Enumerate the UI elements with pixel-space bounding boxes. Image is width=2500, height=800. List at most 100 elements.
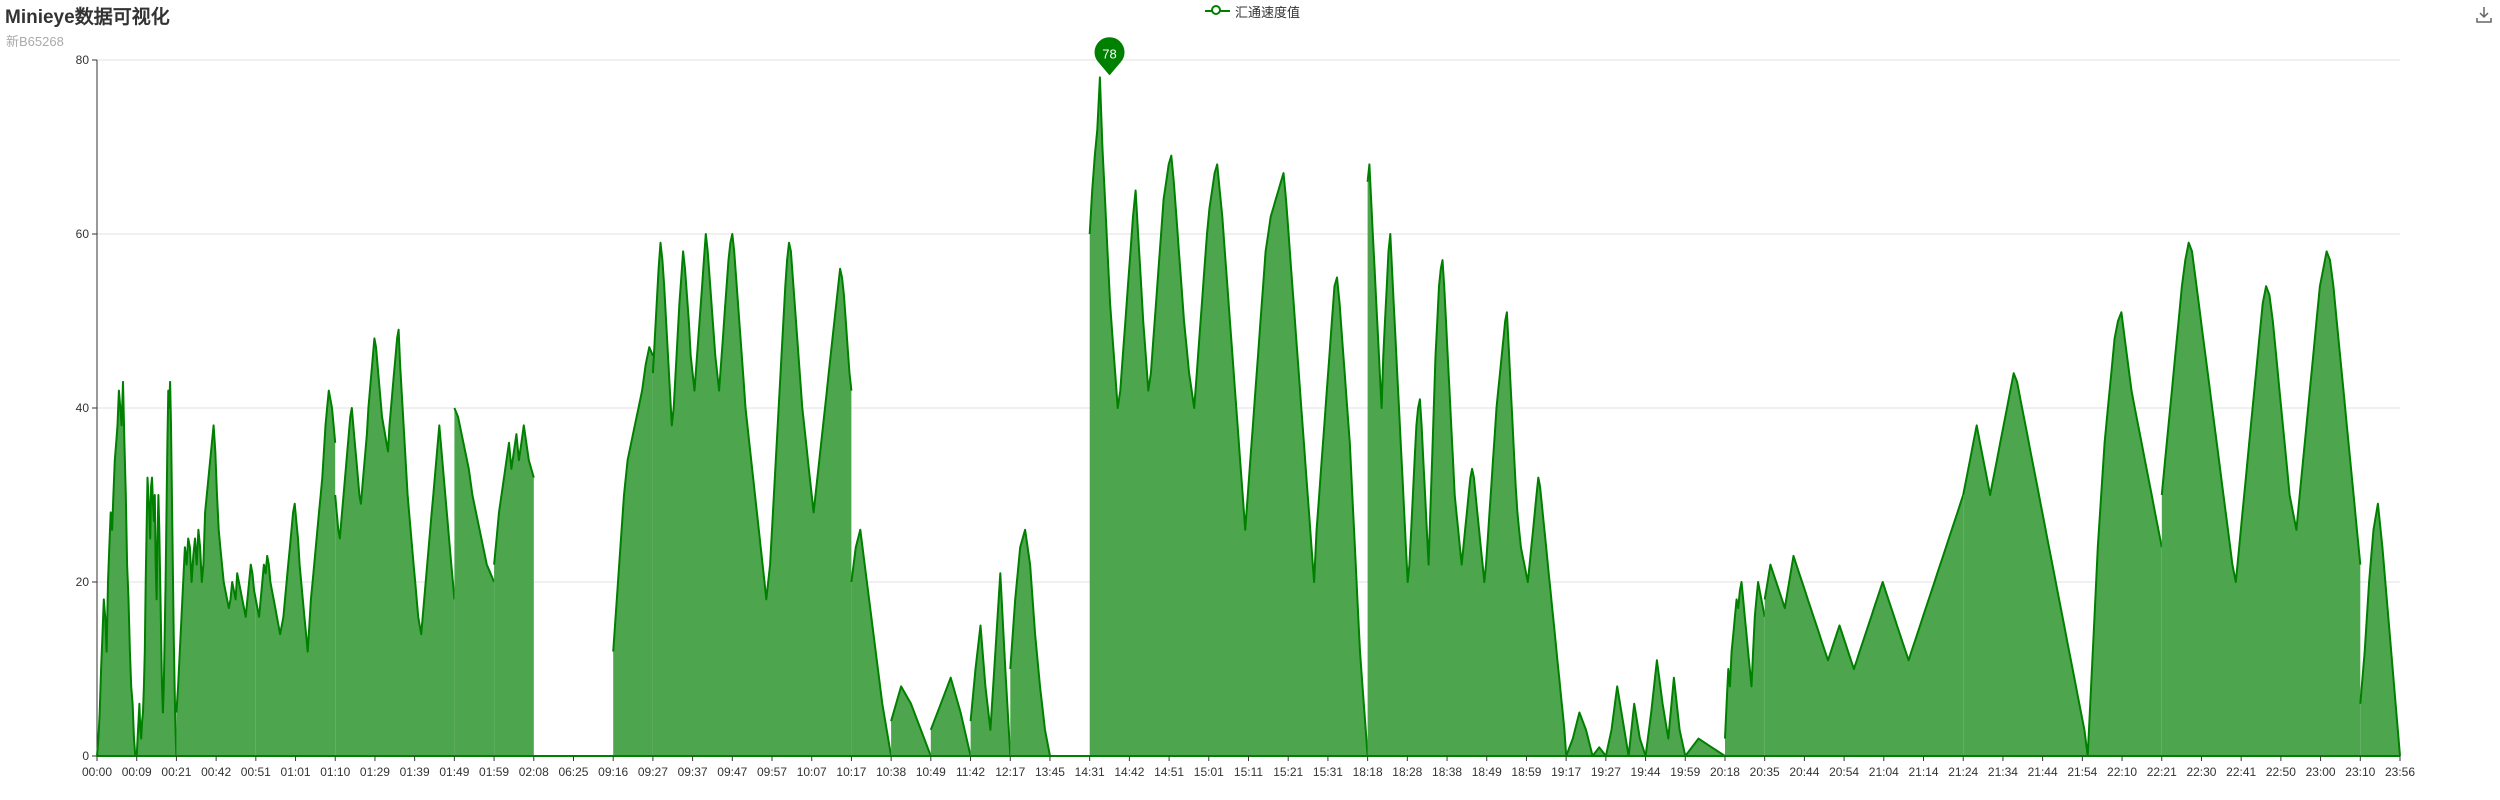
speed-area-segment-11 <box>930 677 971 756</box>
x-tick-label-47: 21:24 <box>1948 765 1978 779</box>
speed-line-segment-5 <box>453 407 496 583</box>
speed-area-segment-22 <box>1963 312 2162 756</box>
x-tick-label-4: 00:51 <box>241 765 271 779</box>
x-tick-label-24: 13:45 <box>1035 765 1065 779</box>
y-tick-label-20: 20 <box>76 575 90 589</box>
x-tick-label-3: 00:42 <box>201 765 231 779</box>
speed-line-segment-3 <box>254 389 337 653</box>
legend-item[interactable]: 汇通速度值 <box>1205 2 1300 20</box>
y-tick-label-60: 60 <box>76 227 90 241</box>
x-tick-label-44: 20:54 <box>1829 765 1859 779</box>
speed-area-segment-5 <box>454 408 495 756</box>
x-tick-label-50: 21:54 <box>2067 765 2097 779</box>
speed-area-segment-7 <box>613 347 653 756</box>
speed-line-segment-10 <box>890 685 932 757</box>
speed-area-segment-12 <box>970 573 1011 756</box>
x-tick-label-14: 09:27 <box>638 765 668 779</box>
x-tick-label-37: 19:17 <box>1551 765 1581 779</box>
x-tick-label-0: 00:00 <box>82 765 112 779</box>
x-tick-label-45: 21:04 <box>1869 765 1899 779</box>
x-tick-label-39: 19:44 <box>1631 765 1661 779</box>
x-tick-label-29: 15:11 <box>1234 765 1263 779</box>
download-icon[interactable] <box>2474 5 2494 25</box>
x-tick-label-28: 15:01 <box>1194 765 1224 779</box>
x-tick-label-33: 18:28 <box>1392 765 1422 779</box>
x-tick-label-22: 11:42 <box>956 765 985 779</box>
x-tick-label-30: 15:21 <box>1273 765 1303 779</box>
x-tick-label-49: 21:44 <box>2028 765 2058 779</box>
speed-line-segment-24 <box>2359 502 2401 757</box>
x-tick-label-21: 10:49 <box>916 765 946 779</box>
x-tick-label-19: 10:17 <box>836 765 866 779</box>
legend-line-icon <box>1205 4 1230 18</box>
y-tick-label-40: 40 <box>76 401 90 415</box>
x-tick-label-31: 15:31 <box>1313 765 1343 779</box>
speed-area-segment-16 <box>1566 712 1606 756</box>
speed-line-segment-6 <box>493 424 535 565</box>
x-tick-label-34: 18:38 <box>1432 765 1462 779</box>
max-value-pin <box>1094 37 1125 76</box>
speed-line-segment-19 <box>1684 737 1726 757</box>
speed-area-segment-4 <box>335 329 455 756</box>
x-tick-label-46: 21:14 <box>1909 765 1939 779</box>
speed-line-segment-22 <box>1962 311 2163 757</box>
chart-subtitle: 新B65268 <box>6 34 64 49</box>
speed-area-segment-18 <box>1645 660 1686 756</box>
speed-line-segment-7 <box>612 346 654 652</box>
speed-area-segment-0 <box>97 381 137 756</box>
speed-area-segment-2 <box>176 425 256 756</box>
speed-line-segment-14 <box>1088 76 1369 757</box>
y-tick-label-80: 80 <box>76 53 90 67</box>
speed-line-segment-15 <box>1366 163 1568 757</box>
y-tick-label-0: 0 <box>82 749 89 763</box>
x-tick-label-2: 00:21 <box>161 765 191 779</box>
x-tick-label-48: 21:34 <box>1988 765 2018 779</box>
speed-line-segment-18 <box>1644 659 1687 757</box>
x-tick-label-35: 18:49 <box>1472 765 1502 779</box>
speed-area-segment-6 <box>494 425 534 756</box>
speed-area-segment-24 <box>2360 503 2400 756</box>
speed-line-segment-16 <box>1565 711 1607 757</box>
speed-line-segment-8 <box>651 233 853 601</box>
x-tick-label-9: 01:49 <box>439 765 469 779</box>
x-tick-label-40: 19:59 <box>1670 765 1700 779</box>
x-tick-label-20: 10:38 <box>876 765 906 779</box>
speed-line-segment-4 <box>334 328 456 636</box>
speed-line-segment-9 <box>850 528 893 757</box>
speed-line-segment-11 <box>929 676 972 757</box>
x-tick-label-25: 14:31 <box>1075 765 1105 779</box>
x-tick-label-11: 02:08 <box>519 765 549 779</box>
x-tick-label-18: 10:07 <box>797 765 827 779</box>
x-tick-label-26: 14:42 <box>1114 765 1144 779</box>
speed-area-segment-23 <box>2161 242 2361 756</box>
speed-area-segment-8 <box>652 234 852 756</box>
x-tick-label-17: 09:57 <box>757 765 787 779</box>
speed-area-segment-14 <box>1089 77 1368 756</box>
x-tick-label-12: 06:25 <box>558 765 588 779</box>
x-tick-label-43: 20:44 <box>1789 765 1819 779</box>
x-tick-label-52: 22:21 <box>2147 765 2177 779</box>
x-tick-label-16: 09:47 <box>717 765 747 779</box>
speed-line-segment-0 <box>96 380 137 757</box>
speed-line-segment-12 <box>969 572 1012 757</box>
speed-area-segment-13 <box>1010 529 1050 756</box>
speed-line-segment-21 <box>1763 494 1965 670</box>
speed-line-segment-17 <box>1604 685 1647 757</box>
speed-line-segment-13 <box>1009 528 1051 757</box>
x-tick-label-7: 01:29 <box>360 765 390 779</box>
chart-title: Minieye数据可视化 <box>5 7 170 28</box>
x-tick-label-41: 20:18 <box>1710 765 1740 779</box>
x-tick-label-5: 01:01 <box>281 765 311 779</box>
x-tick-label-32: 18:18 <box>1353 765 1383 779</box>
x-tick-label-23: 12:17 <box>995 765 1025 779</box>
x-tick-label-51: 22:10 <box>2107 765 2137 779</box>
x-tick-label-55: 22:50 <box>2266 765 2296 779</box>
speed-line-segment-20 <box>1724 581 1766 739</box>
x-tick-label-13: 09:16 <box>598 765 628 779</box>
x-tick-label-10: 01:59 <box>479 765 509 779</box>
speed-area-segment-1 <box>136 381 177 756</box>
x-tick-label-57: 23:10 <box>2345 765 2375 779</box>
x-tick-label-58: 23:56 <box>2385 765 2415 779</box>
speed-area-segment-3 <box>255 390 336 756</box>
